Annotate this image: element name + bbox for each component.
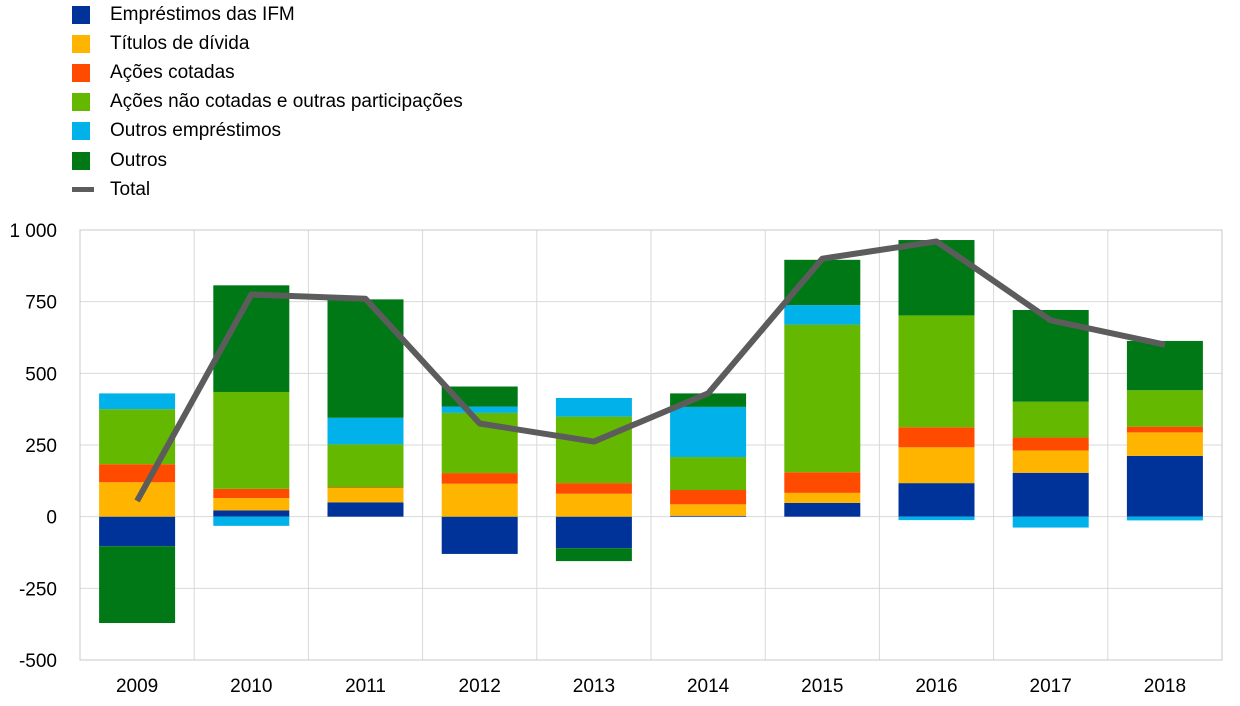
bar-segment [898,240,975,316]
bar-segment [213,498,290,511]
legend-item: Total [72,175,463,204]
y-tick-label: 250 [25,436,57,457]
x-tick-label: 2010 [230,676,272,697]
x-tick-label: 2015 [801,676,843,697]
bar-segment [670,406,747,458]
bar-segment [327,417,404,445]
y-tick-label: -500 [19,651,57,672]
bar-segment [327,444,404,488]
bar-segment [1126,516,1203,521]
legend-swatch [72,151,90,170]
legend-item: Ações cotadas [72,58,463,87]
legend-swatch [72,5,90,24]
legend-item: Ações não cotadas e outras participações [72,88,463,117]
bar-segment [327,488,404,503]
bar-segment [1126,340,1203,391]
bar-segment [784,492,861,503]
legend-item: Outros [72,146,463,175]
y-tick-label: 500 [25,364,57,385]
x-tick-label: 2012 [459,676,501,697]
bar-segment [1126,426,1203,433]
x-tick-label: 2014 [687,676,730,697]
bar-segment [555,548,632,562]
legend-label: Outros empréstimos [110,120,282,142]
bar-segment [99,516,176,547]
bar-segment [898,447,975,484]
bar-segment [99,546,176,624]
x-tick-label: 2018 [1144,676,1186,697]
total-line [134,238,1166,503]
bar-segment [1012,472,1089,517]
bar-segment [898,483,975,517]
bar-segment [213,488,290,499]
bar-segment [441,406,518,413]
bar-segment [99,464,176,483]
bar-segment [670,515,747,517]
y-tick-label: -250 [19,579,57,600]
legend-swatch [72,93,90,112]
bar-segment [1126,390,1203,427]
bar-segment [1012,401,1089,438]
y-tick-label: 1 000 [9,221,57,242]
bar-segment [441,516,518,554]
bar-segment [441,473,518,484]
legend: Empréstimos das IFM Títulos de dívida Açõe… [72,0,463,204]
legend-line-swatch [72,187,94,193]
bar-segment [441,483,518,517]
legend-label: Ações não cotadas e outras participações [110,91,463,113]
x-tick-label: 2016 [915,676,957,697]
bar-segment [784,472,861,493]
legend-item: Empréstimos das IFM [72,0,463,29]
bar-segment [1012,437,1089,451]
bar-segment [898,315,975,428]
x-tick-label: 2011 [345,676,386,697]
bar-segment [1012,450,1089,473]
bar-segment [670,457,747,491]
bar-segment [784,324,861,473]
bar-segment [555,493,632,517]
bar-segment [555,397,632,417]
bar-segment [784,259,861,306]
legend-swatch [72,63,90,82]
y-tick-label: 750 [25,293,57,314]
legend-label: Ações cotadas [110,61,235,83]
bar-segment [898,516,975,521]
bar-segment [327,299,404,418]
x-tick-label: 2009 [116,676,158,697]
legend-swatch [72,34,90,53]
legend-label: Total [110,178,151,200]
legend-swatch [72,122,90,141]
legend-label: Outros [110,149,168,171]
bar-segment [784,305,861,325]
x-tick-label: 2017 [1030,676,1072,697]
bar-segment [213,510,290,517]
bar-segment [1126,432,1203,456]
bar-segment [327,487,404,488]
bar-segment [213,516,290,526]
legend-item: Títulos de dívida [72,29,463,58]
bar-segment [213,391,290,489]
legend-label: Empréstimos das IFM [110,3,295,25]
x-tick-label: 2013 [573,676,615,697]
bar-segment [670,490,747,505]
y-tick-label: 0 [46,508,57,529]
bar-segment [898,427,975,448]
bar-segment [555,416,632,484]
bar-segment [670,504,747,516]
legend-label: Títulos de dívida [110,32,250,54]
plot-border [79,229,1223,661]
bar-segment [1012,516,1089,528]
bar-segment [1126,455,1203,517]
legend-item: Outros empréstimos [72,117,463,146]
bar-segment [327,502,404,517]
bar-segment [784,502,861,517]
bar-segment [99,393,176,410]
bar-segment [555,483,632,494]
bar-segment [555,516,632,549]
